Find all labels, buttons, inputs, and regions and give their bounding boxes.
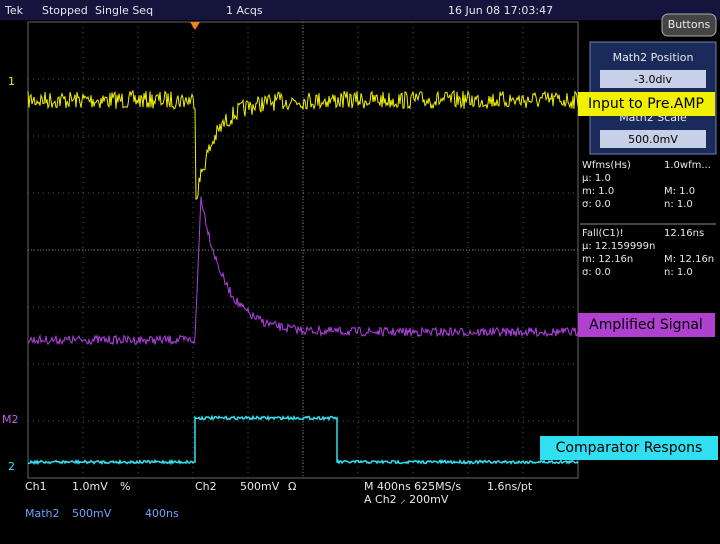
math2-trace [27,196,579,346]
measurement-text: m: 1.0 [582,186,614,197]
status-bar [0,0,720,20]
annotation: Amplified Signal [589,317,703,333]
footer-text: A Ch2 ⸝ 200mV [364,493,449,506]
waveforms [27,89,579,466]
footer-text: M 400ns 625MS/s [364,480,461,493]
measurement-text: n: 1.0 [664,267,693,278]
acquisitions: 1 Acqs [226,4,263,17]
position-box[interactable] [600,70,706,88]
measurement-text: Fall(C1)! [582,228,624,239]
buttons-label[interactable]: Buttons [668,18,711,31]
annotation-box [578,313,715,337]
channel-marker: M2 [2,413,19,426]
footer-text: 400ns [145,507,179,520]
measurements: Wfms(Hs) 1.0wfm... µ: 1.0 m: 1.0 M: 1.0 σ: 0.… [580,160,716,278]
ch1-trace [27,89,579,200]
measurement-text: µ: 1.0 [582,173,611,184]
state: Stopped [42,4,88,17]
annotation-box [578,92,715,116]
footer-text: 1.0mV [72,480,108,493]
channel-marker: 1 [8,75,15,88]
footer-text: Ch1 [25,480,47,493]
measurement-text: m: 12.16n [582,254,633,265]
trigger-position [190,22,200,30]
position-value[interactable]: -3.0div [634,73,673,86]
footer-text: Ch2 [195,480,217,493]
footer-text: 500mV [72,507,112,520]
mode: Single Seq [95,4,153,17]
measurement-text: M: 12.16n [664,254,714,265]
timestamp: 16 Jun 08 17:03:47 [448,4,553,17]
measurement-text: M: 1.0 [664,186,695,197]
annotation-box [540,436,718,460]
scale-box[interactable] [600,130,706,148]
measurement-text: σ: 0.0 [582,199,611,210]
measurement-text: 1.0wfm... [664,160,711,171]
panel-title: Math2 Position [613,51,694,64]
measurement-text: n: 1.0 [664,199,693,210]
footer-text: 1.6ns/pt [487,480,533,493]
measurement-text: 12.16ns [664,228,704,239]
scale-value: 500.0mV [628,133,678,146]
footer-text: Math2 [25,507,60,520]
buttons-button[interactable] [661,13,717,37]
measurement-text: σ: 0.0 [582,267,611,278]
annotation: Comparator Respons [556,440,703,456]
footer-text: % [120,480,130,493]
ch2-trace [27,414,579,466]
annotation: Input to Pre.AMP [588,96,704,112]
graticule [27,21,579,479]
footer-text: 500mV [240,480,280,493]
measurement-text: Wfms(Hs) [582,160,631,171]
footer-text: Ω [288,480,296,493]
measurement-text: µ: 12.159999n [582,241,655,252]
brand: Tek [4,4,24,17]
channel-marker: 2 [8,460,15,473]
